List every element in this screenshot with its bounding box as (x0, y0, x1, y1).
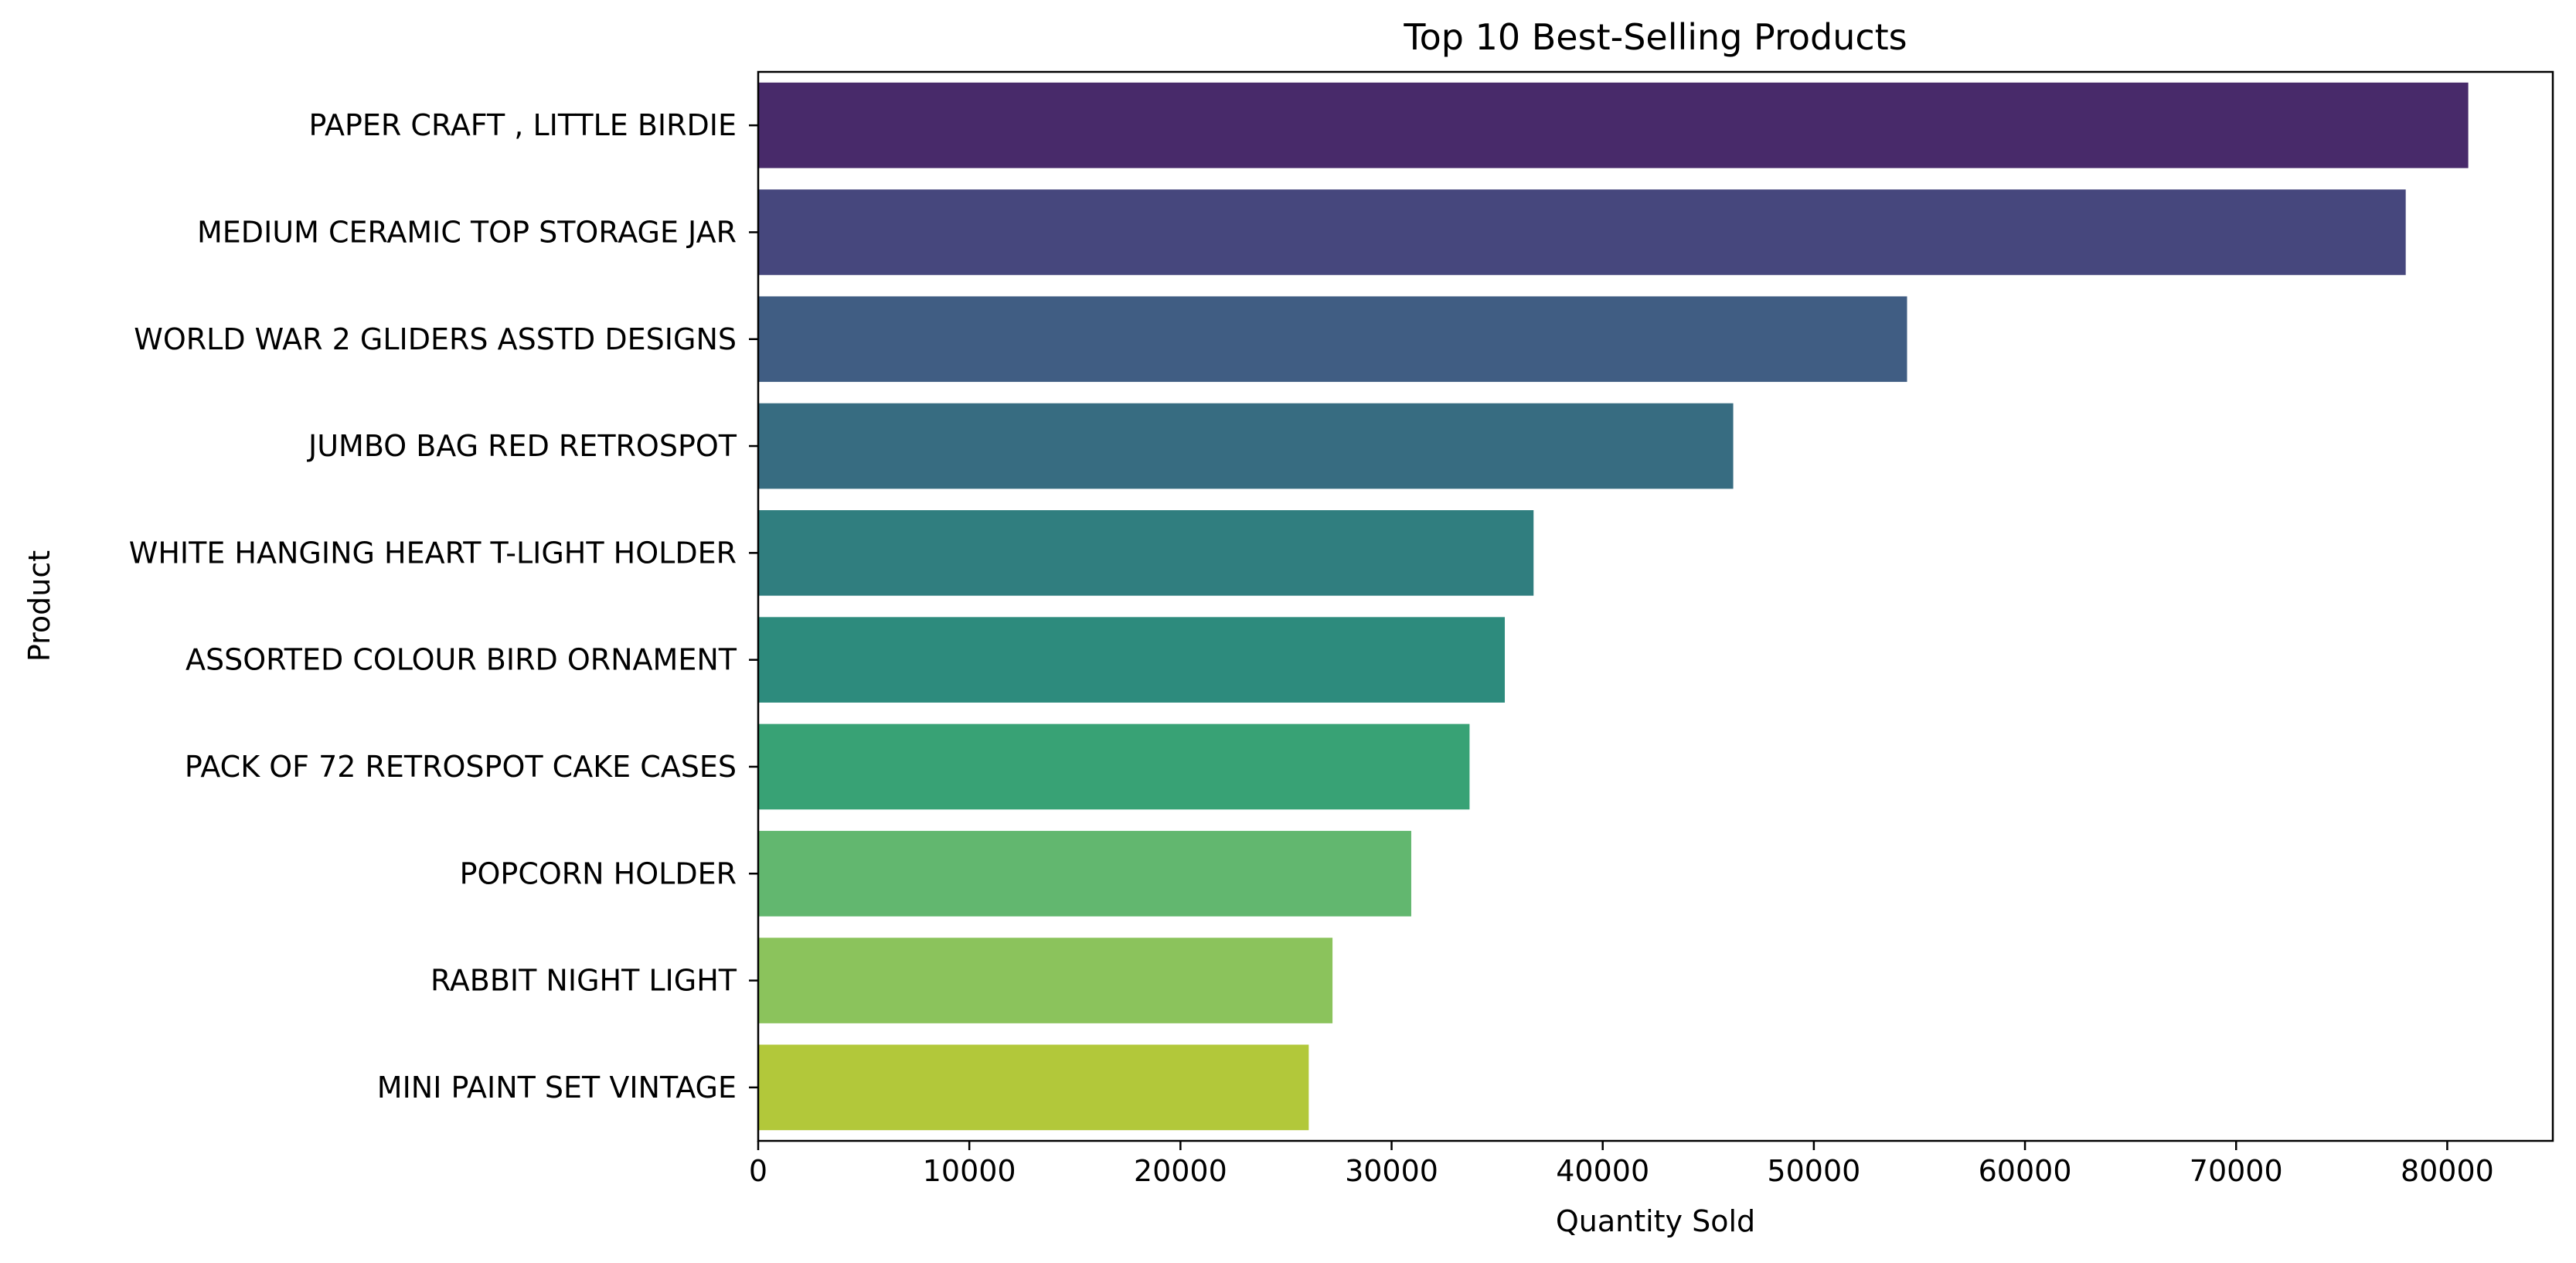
x-tick-label: 30000 (1345, 1154, 1438, 1188)
x-tick-label: 50000 (1767, 1154, 1860, 1188)
x-tick-label: 20000 (1134, 1154, 1227, 1188)
x-tick-label: 60000 (1979, 1154, 2072, 1188)
y-tick-label: MINI PAINT SET VINTAGE (377, 1071, 737, 1105)
x-tick-label: 70000 (2190, 1154, 2283, 1188)
bar (758, 82, 2469, 169)
y-tick-label: RABBIT NIGHT LIGHT (430, 964, 737, 998)
bar (758, 938, 1333, 1023)
y-tick-label: POPCORN HOLDER (460, 856, 737, 890)
x-tick-label: 0 (749, 1154, 767, 1188)
bar (758, 830, 1411, 917)
bar (758, 296, 1907, 383)
x-tick-label: 80000 (2401, 1154, 2494, 1188)
y-tick-label: PAPER CRAFT , LITTLE BIRDIE (309, 108, 737, 142)
bars-group (758, 82, 2469, 1131)
y-tick-label: ASSORTED COLOUR BIRD ORNAMENT (185, 643, 737, 677)
bar (758, 723, 1470, 810)
bar (758, 617, 1506, 703)
x-axis-ticks: 0 10000 20000 30000 40000 50000 60000 70000 8000… (749, 1141, 2494, 1188)
y-axis-label: Product (22, 550, 56, 662)
bar (758, 403, 1734, 489)
x-tick-label: 40000 (1556, 1154, 1649, 1188)
x-tick-label: 10000 (923, 1154, 1016, 1188)
y-axis-ticks: PAPER CRAFT , LITTLE BIRDIE MEDIUM CERAMI… (129, 108, 758, 1105)
x-axis-label: Quantity Sold (1556, 1204, 1755, 1238)
bar (758, 189, 2406, 275)
bar (758, 1044, 1309, 1131)
y-tick-label: PACK OF 72 RETROSPOT CAKE CASES (185, 750, 737, 784)
bar (758, 510, 1534, 596)
plot-frame (757, 70, 2554, 1142)
y-tick-label: WHITE HANGING HEART T-LIGHT HOLDER (129, 536, 737, 570)
y-tick-label: JUMBO BAG RED RETROSPOT (307, 429, 737, 463)
y-tick-label: WORLD WAR 2 GLIDERS ASSTD DESIGNS (134, 322, 737, 356)
y-tick-label: MEDIUM CERAMIC TOP STORAGE JAR (197, 215, 737, 249)
chart-title: Top 10 Best-Selling Products (1403, 16, 1907, 58)
